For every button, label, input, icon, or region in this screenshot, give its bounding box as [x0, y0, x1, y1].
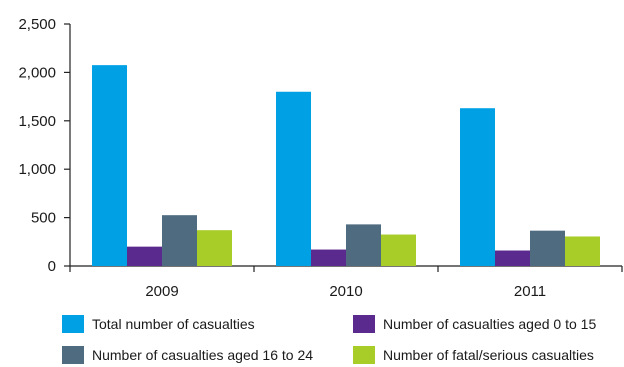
bar	[162, 215, 197, 266]
bar	[565, 236, 600, 266]
x-axis: 2009 2010 2011	[69, 265, 623, 300]
y-axis: 0 500 1,000 1,500 2,000 2,500	[18, 16, 71, 275]
x-category-label: 2010	[329, 283, 362, 300]
bar	[197, 230, 232, 266]
y-tick-label: 1,000	[18, 161, 56, 178]
bar	[381, 234, 416, 266]
y-tick-label: 1,500	[18, 113, 56, 130]
y-tick-label: 0	[48, 258, 56, 275]
y-tick-label: 500	[31, 210, 56, 227]
bar	[530, 230, 565, 266]
y-tick-label: 2,000	[18, 64, 56, 81]
bar	[127, 246, 162, 266]
bar	[276, 91, 311, 266]
bar	[460, 108, 495, 266]
bars	[92, 65, 600, 266]
bar	[311, 249, 346, 266]
bar	[495, 250, 530, 266]
y-tick-label: 2,500	[18, 16, 56, 33]
x-category-label: 2011	[514, 283, 546, 300]
bar	[92, 65, 127, 266]
bar	[346, 224, 381, 266]
x-category-label: 2009	[145, 283, 178, 300]
